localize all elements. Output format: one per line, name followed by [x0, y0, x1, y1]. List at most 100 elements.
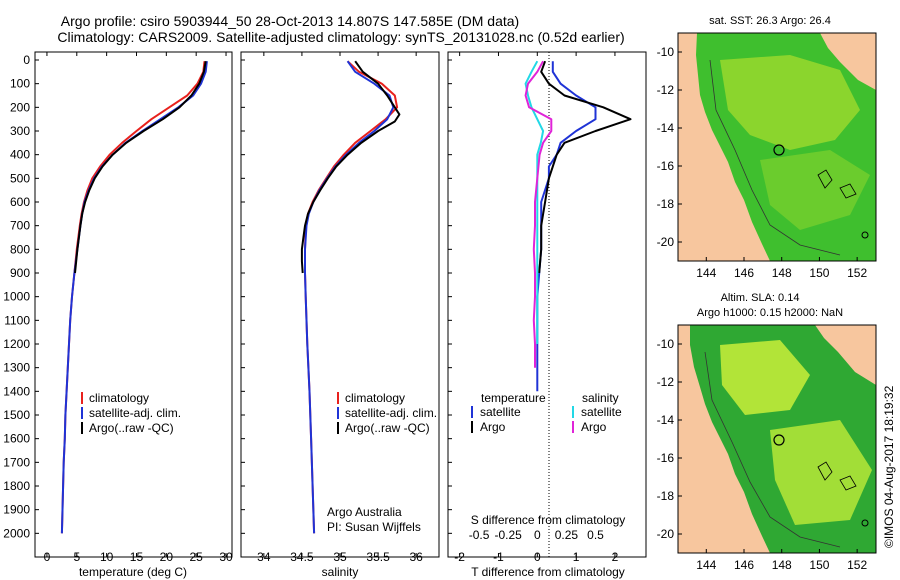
legend-header-salinity: salinity [582, 391, 619, 405]
sst-map-png-land [820, 33, 876, 90]
sla-map-high-patch [720, 340, 810, 415]
x-tick-label: 0 [534, 550, 541, 564]
depth-tick-label: 900 [10, 266, 30, 280]
map-y-tick-label: -14 [657, 413, 675, 427]
map-y-tick-label: -20 [657, 527, 675, 541]
salinity-xlabel: salinity [322, 565, 359, 579]
depth-tick-label: 1800 [3, 479, 30, 493]
x-tick-label: -2 [454, 550, 465, 564]
depth-tick-label: 600 [10, 195, 30, 209]
series-t-argo [538, 60, 632, 274]
x-tick-label: 2 [612, 550, 619, 564]
depth-tick-label: 300 [10, 124, 30, 138]
sla-map-isobath [704, 351, 841, 548]
sla-map-argo-marker [773, 434, 785, 446]
sst-map-reef [817, 169, 857, 199]
sst-map-argo-marker [773, 144, 785, 156]
map-y-tick-label: -18 [657, 197, 675, 211]
map-x-tick-label: 146 [734, 266, 754, 280]
legend-climatology-label: climatology [89, 391, 149, 405]
sla-map-title2: Argo h1000: 0.15 h2000: NaN [697, 307, 843, 319]
map-y-tick-label: -16 [657, 451, 675, 465]
depth-axis: 0 100 200 300 400 500 600 700 800 900 1000 1100 1200… [3, 53, 39, 540]
series-climatology [60, 61, 206, 534]
legend-t-argo-label: Argo [480, 420, 506, 434]
map-x-tick-label: 144 [696, 558, 716, 572]
sst-map-warm-patch [720, 55, 860, 150]
sla-map-frame [677, 324, 877, 554]
salinity-panel [240, 51, 440, 558]
temperature-panel [34, 51, 233, 558]
depth-tick-label: 500 [10, 171, 30, 185]
temperature-lines [60, 61, 208, 534]
imos-watermark: ©IMOS 04-Aug-2017 18:19:32 [882, 385, 896, 548]
temperature-legend: climatology satellite-adj. clim. Argo(..… [81, 391, 181, 435]
map-y-tick-label: -18 [657, 489, 675, 503]
depth-tick-label: 1100 [4, 313, 30, 327]
depth-tick-label: 1700 [3, 455, 30, 469]
salinity-xticks: 34 34.5 35 35.5 36 [241, 52, 423, 564]
depth-tick-label: 800 [10, 242, 30, 256]
map-y-tick-label: -14 [657, 121, 675, 135]
series-t-satellite [536, 61, 597, 392]
x-tick-label: 36 [409, 550, 423, 564]
map-y-tick-label: -10 [657, 45, 675, 59]
depth-tick-label: 1300 [3, 361, 30, 375]
legend-argo-label: Argo(..raw -QC) [89, 421, 174, 435]
legend-satellite-label: satellite-adj. clim. [89, 406, 181, 420]
map-y-tick-label: -10 [657, 337, 675, 351]
figure-title-line2: Climatology: CARS2009. Satellite-adjuste… [57, 29, 624, 45]
s-tick-label: 0.25 [555, 528, 579, 542]
figure-title-line1: Argo profile: csiro 5903944_50 28-Oct-20… [61, 13, 519, 29]
depth-tick-label: 700 [10, 219, 30, 233]
legend-t-satellite-label: satellite [480, 405, 521, 419]
map-x-tick-label: 148 [772, 558, 792, 572]
s-tick-label: -0.25 [494, 528, 522, 542]
s-tick-label: 0 [534, 528, 541, 542]
legend-sal-argo-label: Argo(..raw -QC) [345, 421, 430, 435]
depth-tick-label: 1500 [3, 408, 30, 422]
depth-tick-label: 1200 [3, 337, 30, 351]
sla-map-reef [817, 461, 857, 491]
depth-tick-label: 400 [10, 148, 30, 162]
x-tick-label: 1 [573, 550, 580, 564]
legend-sal-climatology-label: climatology [345, 391, 405, 405]
s-tick-label: -0.5 [469, 528, 490, 542]
depth-tick-label: 2000 [3, 526, 30, 540]
sla-map-png-land [815, 325, 876, 385]
depth-tick-label: 100 [10, 77, 30, 91]
depth-tick-label: 1400 [3, 384, 30, 398]
map-x-tick-label: 152 [847, 558, 867, 572]
series-climatology [304, 60, 399, 534]
legend-sal-satellite-label: satellite-adj. clim. [345, 406, 437, 420]
difference-panel [447, 51, 647, 558]
x-tick-label: 15 [130, 550, 144, 564]
depth-tick-label: 0 [23, 53, 30, 67]
x-tick-label: 34.5 [290, 550, 314, 564]
series-satellite [304, 60, 395, 534]
sst-map-isobath [709, 59, 841, 256]
map-x-tick-label: 148 [772, 266, 792, 280]
map-x-tick-label: 150 [809, 558, 829, 572]
x-tick-label: 34 [257, 550, 271, 564]
x-tick-label: -1 [493, 550, 504, 564]
difference-legend: temperature salinity satellite Argo sate… [471, 391, 622, 434]
x-tick-label: 35.5 [366, 550, 390, 564]
legend-s-satellite-label: satellite [581, 405, 622, 419]
sla-map-ticks: 144 146 148 150 152 -10 -12 -14 -16 -18 -20 [657, 337, 868, 572]
s-tick-label: 0.5 [587, 528, 604, 542]
series-s-satellite [524, 60, 545, 344]
sla-map-marker2 [861, 519, 869, 527]
map-y-tick-label: -12 [657, 375, 675, 389]
temperature-xlabel: temperature (deg C) [79, 565, 187, 579]
series-s-argo [524, 60, 553, 368]
map-x-tick-label: 150 [809, 266, 829, 280]
difference-xlabel2: S difference from climatology [471, 513, 626, 527]
depth-tick-label: 200 [10, 100, 30, 114]
legend-header-temperature: temperature [481, 391, 546, 405]
salinity-lines [300, 60, 401, 534]
map-y-tick-label: -12 [657, 83, 675, 97]
salinity-annotation-line2: PI: Susan Wijffels [327, 520, 421, 534]
sst-map-title: sat. SST: 26.3 Argo: 26.4 [709, 15, 831, 27]
